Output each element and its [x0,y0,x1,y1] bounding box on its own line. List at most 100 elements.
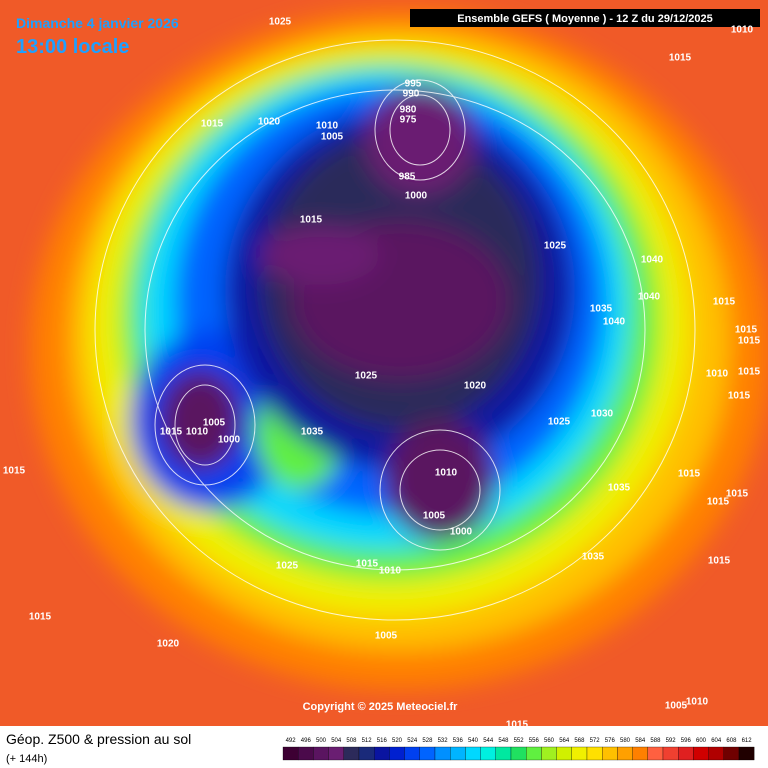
isobar-label: 1015 [738,367,761,378]
colorbar-label: 592 [666,738,677,744]
colorbar-label: 552 [514,738,525,744]
isobar-label: 1030 [591,409,614,420]
isobar-label: 1015 [300,215,323,226]
isobar-label: 1010 [186,427,209,438]
colorbar-swatch [404,746,420,761]
colorbar-label: 512 [362,738,373,744]
colorbar-swatch [526,746,542,761]
isobar-label: 1000 [450,527,473,538]
colorbar-swatch [723,746,740,761]
colorbar-label: 516 [377,738,388,744]
colorbar-label: 600 [696,738,707,744]
colorbar-swatch [738,746,755,761]
isobar-label: 1005 [423,511,446,522]
valid-date: Dimanche 4 janvier 2026 [16,15,179,31]
colorbar-label: 612 [742,738,753,744]
colorbar-swatch [282,746,299,761]
isobar-label: 1015 [738,336,761,347]
colorbar-swatch [708,746,724,761]
colorbar-label: 580 [620,738,631,744]
colorbar-swatch [358,746,375,761]
model-run: Ensemble GEFS ( Moyenne ) - 12 Z du 29/1… [457,13,713,25]
colorbar-label: 548 [498,738,509,744]
colorbar-label: 528 [422,738,433,744]
colorbar-swatch [343,746,360,761]
colorbar-swatch [495,746,512,761]
colorbar-swatch [298,746,314,761]
isobar-label: 1010 [706,369,729,380]
colorbar-swatch [632,746,648,761]
colorbar-swatch [313,746,329,761]
isobar-label: 1005 [665,701,688,712]
colorbar-label: 584 [635,738,646,744]
isobar-label: 1015 [735,325,758,336]
isobar-label: 1035 [590,304,613,315]
colorbar-label: 540 [468,738,479,744]
model-banner [410,9,760,27]
isobar-label: 1005 [321,132,344,143]
colorbar-swatch [434,746,451,761]
colorbar-swatch [571,746,588,761]
isobar-label: 1015 [669,53,692,64]
copyright: Copyright © 2025 Meteociel.fr [303,701,459,713]
isobar-label: 1015 [708,556,731,567]
footer-title: Géop. Z500 & pression au sol [6,731,191,747]
colorbar-label: 524 [407,738,418,744]
isobar-label: 1025 [276,561,299,572]
colorbar-label: 496 [301,738,312,744]
colorbar-label: 500 [316,738,327,744]
colorbar-swatch [419,746,436,761]
isobar-label: 1000 [405,191,428,202]
colorbar-swatch [328,746,344,761]
isobar-label: 975 [400,115,417,126]
isobar-label: 1040 [638,292,661,303]
isobar-label: 1005 [375,631,398,642]
isobar-label: 1015 [29,612,52,623]
isobar-label: 1040 [641,255,664,266]
colorbar-label: 568 [574,738,585,744]
colorbar-swatch [510,746,527,761]
colorbar-swatch [586,746,603,761]
colorbar-label: 588 [650,738,661,744]
valid-time: 13:00 locale [16,36,129,58]
colorbar-label: 572 [590,738,601,744]
isobar-label: 1010 [379,566,402,577]
colorbar-swatch [602,746,618,761]
colorbar-swatch [617,746,633,761]
isobar-label: 1025 [355,371,378,382]
isobar-label: 1020 [464,381,487,392]
colorbar-label: 576 [605,738,616,744]
isobar-label: 1025 [269,17,292,28]
isobars [94,39,696,621]
colorbar-label: 492 [286,738,297,744]
colorbar-label: 504 [331,738,342,744]
isobar-label: 1020 [258,117,281,128]
isobar-label: 1015 [506,720,529,731]
colorbar-swatch [693,746,709,761]
isobar-label: 1015 [707,497,730,508]
isobar-label: 1015 [160,427,183,438]
colorbar-swatch [374,746,390,761]
colorbar-label: 536 [453,738,464,744]
isobar-label: 1025 [544,241,567,252]
geopotential-field [0,0,768,726]
isobar-label: 1025 [548,417,571,428]
colorbar-swatch [450,746,466,761]
isobar-label: 1015 [678,469,701,480]
isobar-label: 985 [399,172,416,183]
isobar-label: 1015 [728,391,751,402]
colorbar-swatch [556,746,572,761]
colorbar-label: 604 [711,738,722,744]
isobar-label: 1015 [201,119,224,130]
isobar-label: 1035 [608,483,631,494]
colorbar-label: 532 [438,738,449,744]
colorbar-swatch [480,746,496,761]
colorbar-swatch [465,746,481,761]
isobar-label: 995 [405,79,422,90]
isobar-label: 1020 [157,639,180,650]
colorbar-label: 608 [726,738,737,744]
isobar-label: 1010 [686,697,709,708]
colorbar-label: 508 [346,738,357,744]
